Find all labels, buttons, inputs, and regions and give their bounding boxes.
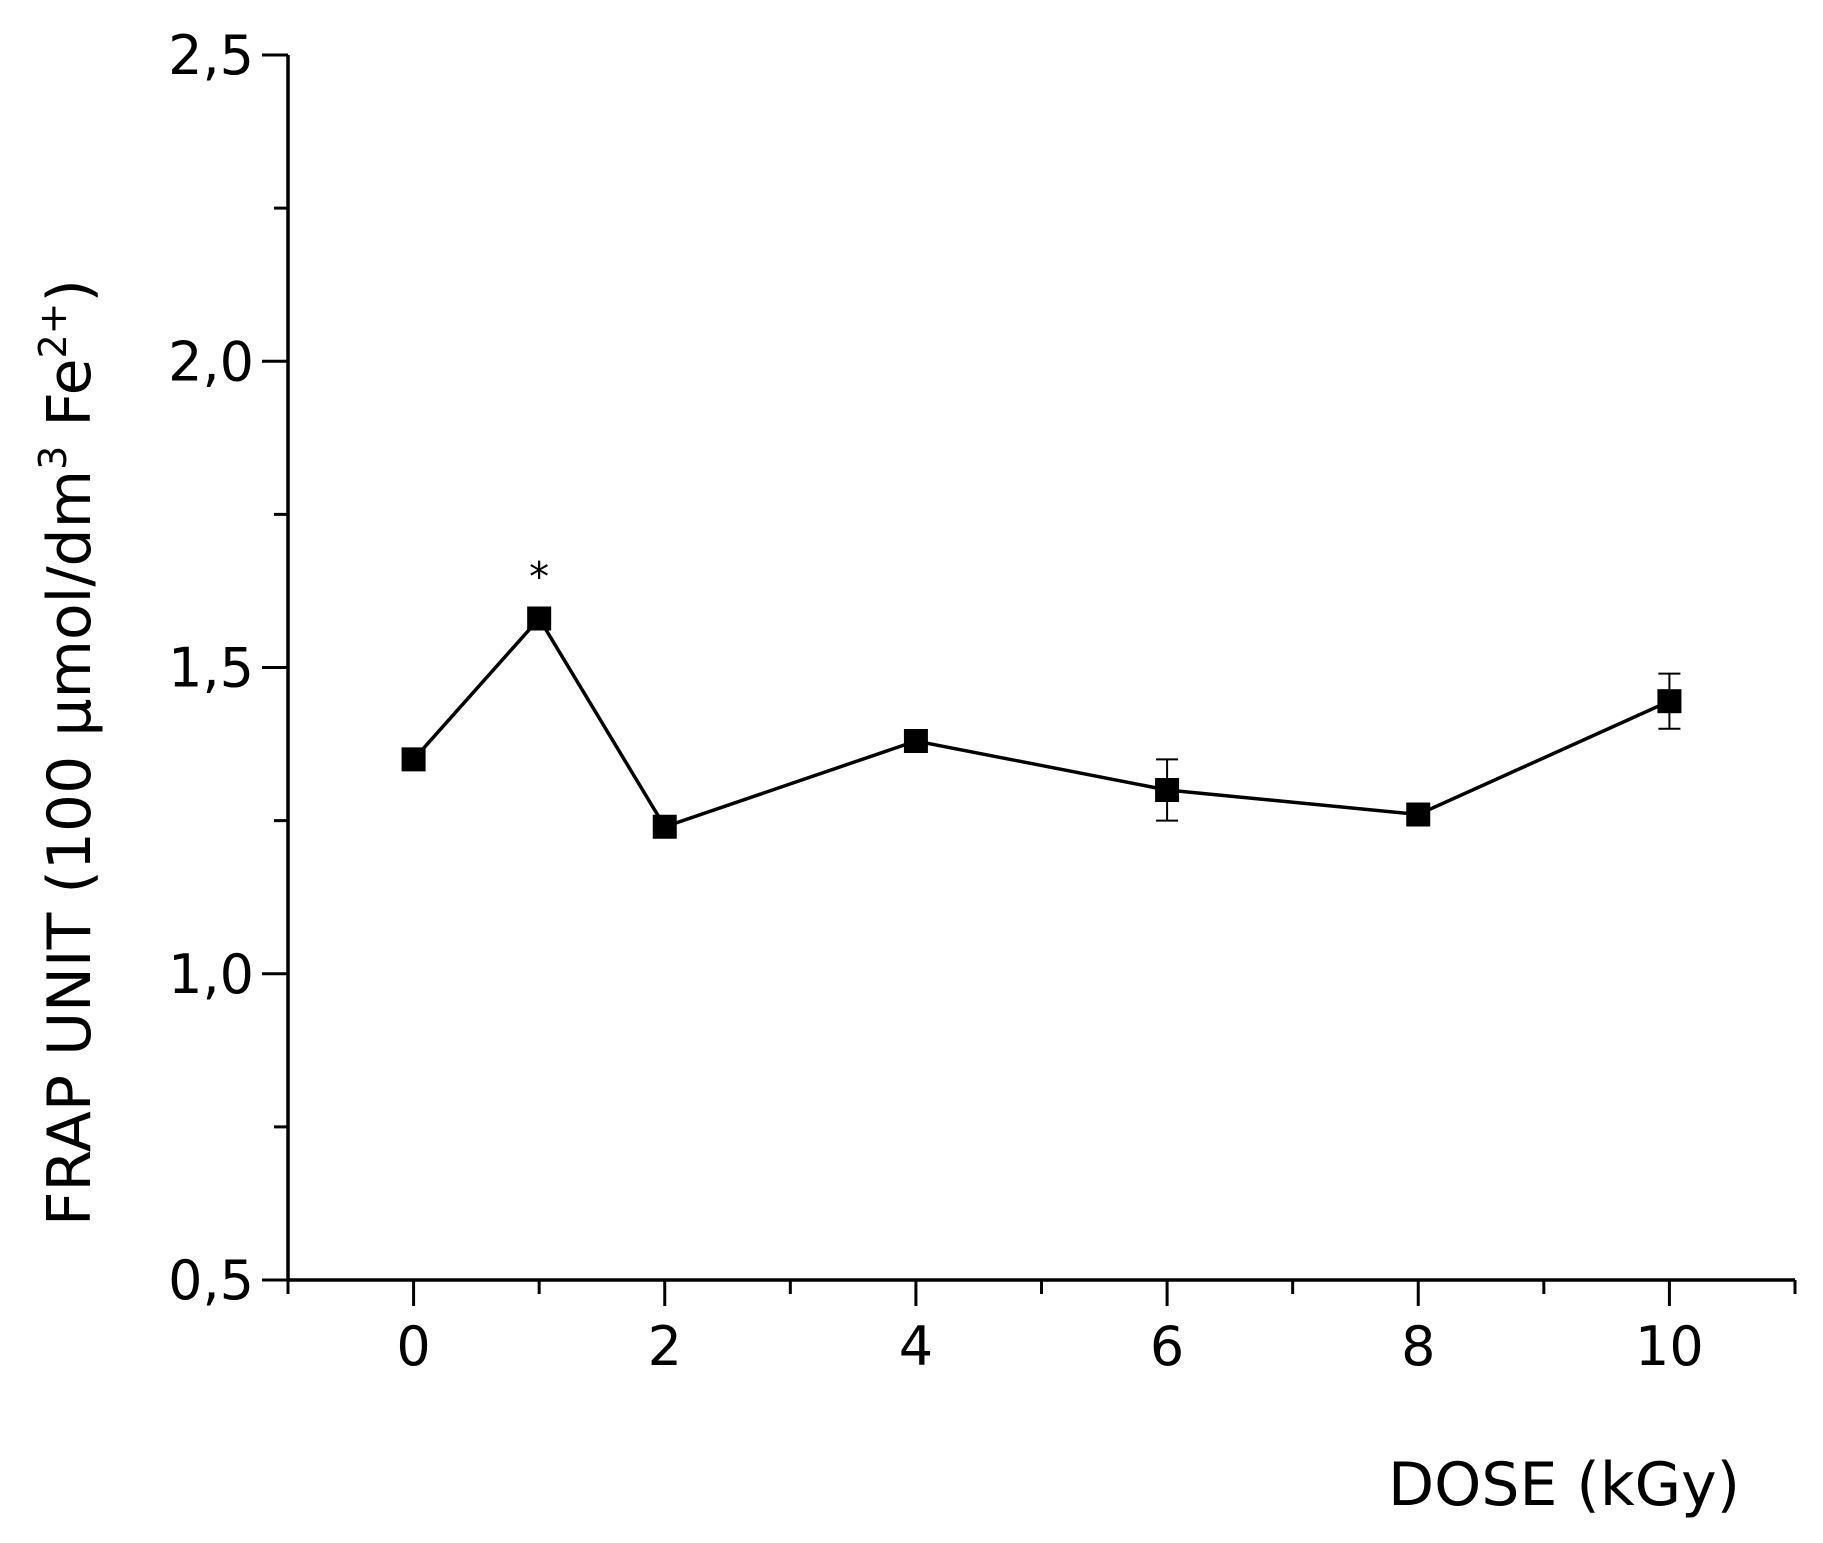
data-point-marker (1406, 802, 1431, 827)
x-tick-label: 8 (1401, 1315, 1435, 1378)
y-tick-label: 1,0 (168, 943, 254, 1006)
significance-asterisk: * (529, 555, 549, 601)
x-tick-label: 4 (899, 1315, 933, 1378)
data-point-marker (527, 606, 552, 631)
y-tick-label: 1,5 (168, 637, 254, 700)
x-tick-label: 0 (396, 1315, 430, 1378)
x-tick-label: 10 (1635, 1315, 1704, 1378)
data-point-marker (903, 729, 928, 753)
y-axis-title: FRAP UNIT (100 μmol/dm3 Fe2+) (31, 279, 105, 1226)
series-line (412, 615, 1671, 829)
data-point-marker (652, 814, 677, 839)
y-axis-title-charge: 2+ (31, 302, 75, 358)
x-tick-label: 6 (1150, 1315, 1184, 1378)
y-axis-title-exponent: 3 (31, 446, 75, 470)
y-tick-label: 2,5 (168, 24, 254, 87)
y-tick-label: 2,0 (168, 330, 254, 393)
annotations: * (529, 555, 549, 601)
x-tick-label: 2 (648, 1315, 682, 1378)
y-axis-title-species: Fe (35, 359, 105, 446)
data-point-marker (401, 747, 426, 772)
y-axis-title-prefix: FRAP UNIT (100 μmol/dm (35, 470, 105, 1226)
y-axis-title-suffix: ) (35, 279, 105, 302)
data-point-marker (1155, 778, 1180, 802)
data-point-marker (1657, 689, 1682, 714)
axes: 0,5 1,0 1,5 2,0 2,5 0 2 4 6 8 10 (168, 24, 1797, 1378)
y-tick-label: 0,5 (168, 1249, 254, 1312)
x-axis-title: DOSE (kGy) (1388, 1450, 1740, 1520)
series-layer (401, 606, 1682, 839)
